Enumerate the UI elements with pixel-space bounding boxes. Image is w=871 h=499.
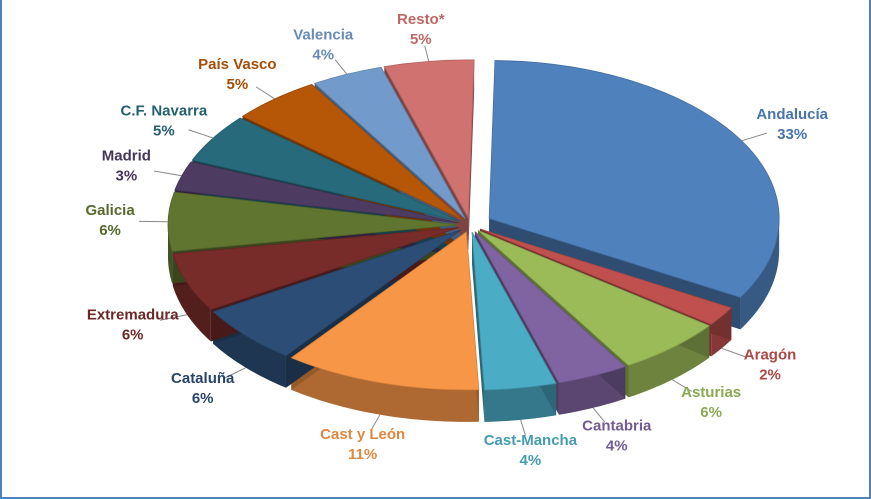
slice [241, 83, 463, 220]
slice-value-label: 4% [606, 438, 628, 455]
slice-label: Galicia [85, 202, 135, 219]
slice [477, 229, 711, 366]
labels: Andalucía 33% Aragón 2% Asturias 6% Cantabria 4… [85, 11, 828, 469]
slice-label: Asturias [681, 384, 741, 401]
slice [212, 229, 462, 357]
leader-line [224, 367, 246, 379]
slice-label: Cast-Mancha [484, 432, 578, 449]
slice [172, 227, 459, 310]
leader-line [159, 314, 188, 321]
leader-line [153, 170, 182, 177]
slice-label: Madrid [102, 147, 151, 164]
slice-value-label: 6% [99, 222, 121, 239]
leader-line [370, 414, 381, 431]
slice [471, 231, 557, 391]
slice-value-label: 5% [410, 31, 432, 48]
leader-line [188, 129, 214, 139]
slice-side [740, 218, 780, 330]
slice [191, 117, 460, 222]
slice-label: Cantabria [582, 418, 652, 435]
slice-value-label: 4% [312, 46, 334, 63]
slice-side [484, 383, 557, 422]
slice-label: Cast y León [320, 426, 405, 443]
slice-value-label: 5% [227, 76, 249, 93]
slice [488, 60, 780, 298]
slice-value-label: 2% [759, 367, 781, 384]
slice-label: C.F. Navarra [121, 102, 208, 119]
slice [290, 231, 480, 391]
slice [383, 59, 475, 220]
slice-label: País Vasco [198, 56, 276, 73]
slice-value-label: 33% [777, 126, 807, 143]
slice [474, 231, 627, 384]
slice-value-label: 4% [520, 452, 542, 469]
slice-value-label: 6% [700, 404, 722, 421]
slice-label: Valencia [293, 26, 354, 43]
slice-label: Resto* [397, 11, 445, 28]
slice-cut [472, 232, 485, 422]
slice-value-label: 6% [122, 327, 144, 344]
slice-tops [167, 59, 780, 391]
slice-value-label: 3% [116, 167, 138, 184]
leader-line [334, 59, 348, 75]
leader-line [592, 407, 606, 423]
slice-value-label: 11% [348, 446, 377, 463]
slice-label: Aragón [744, 347, 797, 364]
leader-line [741, 132, 768, 142]
slice-value-label: 6% [192, 390, 214, 407]
leader-line [672, 379, 692, 392]
slice [313, 66, 466, 219]
leader-line [424, 45, 430, 62]
slice-label: Extremadura [87, 307, 179, 324]
slice [479, 228, 733, 325]
leader-line [255, 86, 276, 100]
slice-label: Cataluña [171, 370, 235, 387]
leader-line [721, 347, 747, 358]
leader-line [520, 419, 526, 436]
slice-label: Andalucía [756, 106, 828, 123]
slice-value-label: 5% [153, 122, 175, 139]
